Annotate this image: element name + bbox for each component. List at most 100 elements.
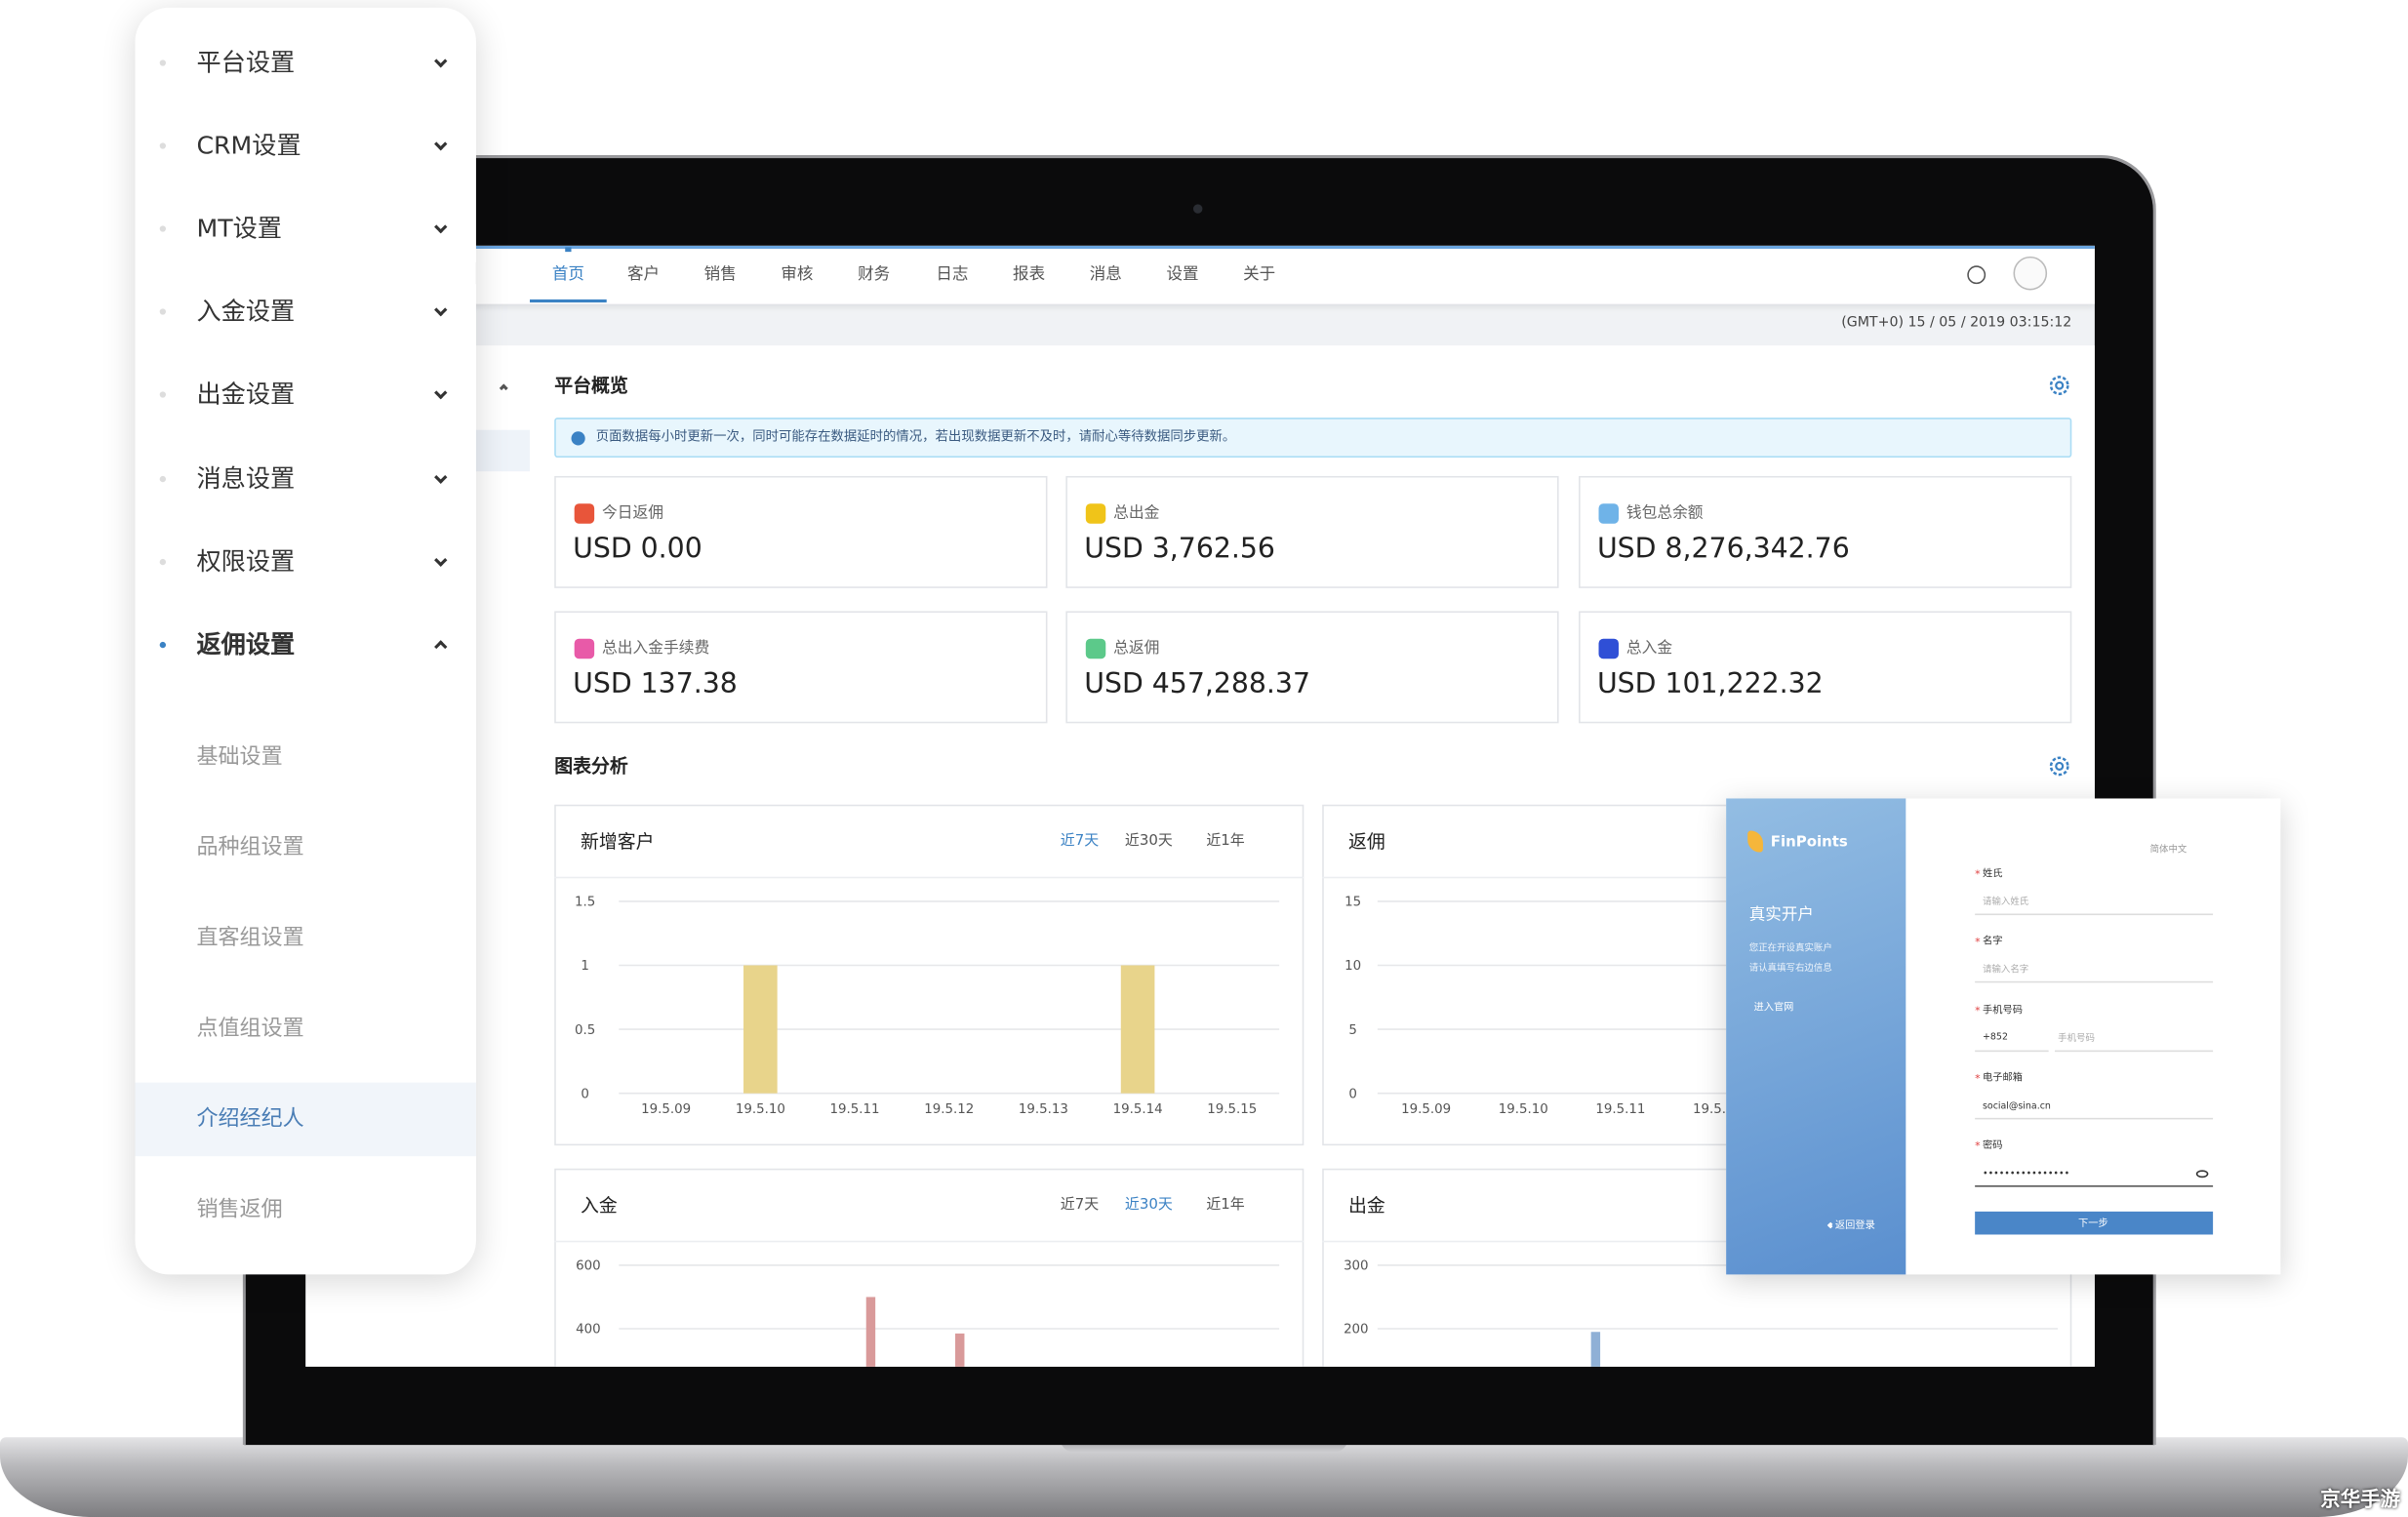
y-tick-label: 5 [1348, 1023, 1357, 1038]
y-tick-label: 15 [1344, 896, 1361, 910]
field-value[interactable]: social@sina.cn [1983, 1100, 2051, 1112]
nav-tab[interactable]: 客户 [626, 264, 661, 284]
field-value[interactable]: •••••••••••••••• [1983, 1168, 2070, 1179]
menu-item[interactable]: CRM设置 [196, 130, 301, 160]
y-tick-label: 0 [1348, 1087, 1357, 1101]
range-tab[interactable]: 近1年 [1206, 832, 1245, 850]
brand-logo [1747, 830, 1763, 853]
signup-side-panel [1726, 798, 1906, 1275]
menu-item[interactable]: 返佣设置 [196, 629, 296, 659]
chart-panel [554, 804, 1304, 1146]
submenu-active-bg [135, 1082, 476, 1157]
back-link[interactable]: 返回登录 [1834, 1218, 1875, 1231]
stat-icon [1085, 638, 1106, 659]
submit-label[interactable]: 下一步 [2077, 1217, 2108, 1230]
range-tab[interactable]: 近7天 [1060, 1196, 1100, 1214]
signup-intro: 请认真填写右边信息 [1748, 962, 1832, 974]
nav-tab[interactable]: 审核 [781, 264, 814, 284]
camera [1192, 204, 1203, 214]
password-eye[interactable] [2195, 1170, 2209, 1178]
notice-box [554, 418, 2072, 459]
y-tick-label: 600 [576, 1259, 601, 1274]
timestamp: (GMT+0) 15 / 05 / 2019 03:15:12 [1841, 315, 2072, 332]
phone-prefix[interactable]: +852 [1983, 1031, 2008, 1043]
menu-item[interactable]: 平台设置 [196, 47, 296, 77]
menu-item[interactable]: 权限设置 [196, 546, 296, 577]
submit-button[interactable] [1975, 1211, 2214, 1235]
chart-header-divider [554, 876, 1304, 879]
settings-icon[interactable] [2047, 373, 2071, 397]
stat-label: 钱包总余额 [1625, 504, 1704, 523]
field-placeholder[interactable]: 手机号码 [2058, 1033, 2095, 1045]
menu-bullet [159, 225, 166, 232]
stat-label: 总入金 [1625, 640, 1673, 658]
x-tick-label: 19.5.14 [1113, 1102, 1163, 1117]
field-placeholder[interactable]: 请输入名字 [1983, 964, 2029, 976]
field-underline [1975, 1117, 2214, 1120]
stat-icon [574, 638, 595, 659]
chart-header-divider [1322, 1240, 2072, 1243]
x-tick-label: 19.5.11 [1595, 1102, 1645, 1117]
field-placeholder[interactable]: 请输入姓氏 [1983, 897, 2029, 908]
range-tab[interactable]: 近7天 [1060, 832, 1100, 850]
chart-title: 入金 [580, 1194, 618, 1217]
stat-icon [574, 503, 595, 524]
stat-card [1065, 611, 1559, 724]
menu-item[interactable]: 消息设置 [196, 463, 296, 494]
menu-bullet [159, 391, 166, 398]
stat-label: 总返佣 [1113, 640, 1160, 658]
menu-item[interactable]: 出金设置 [196, 379, 296, 409]
settings-icon[interactable] [2047, 754, 2071, 778]
nav-tab[interactable]: 财务 [858, 264, 891, 284]
range-tab[interactable]: 近30天 [1124, 832, 1173, 850]
required-mark: * [1975, 1139, 1981, 1153]
submenu-item[interactable]: 品种组设置 [196, 835, 304, 860]
menu-item[interactable]: MT设置 [196, 213, 282, 243]
nav-tab[interactable]: 消息 [1089, 264, 1122, 284]
y-tick-label: 10 [1344, 959, 1361, 974]
nav-tab[interactable]: 报表 [1013, 264, 1046, 284]
field-underline [1975, 1185, 2214, 1187]
range-tab[interactable]: 近1年 [1206, 1196, 1245, 1214]
y-tick-label: 200 [1344, 1323, 1369, 1337]
submenu-item[interactable]: 基础设置 [196, 744, 283, 770]
menu-bullet [159, 142, 166, 149]
bar [743, 965, 778, 1094]
avatar[interactable] [2013, 256, 2048, 291]
submenu-item[interactable]: 点值组设置 [196, 1016, 304, 1042]
required-mark: * [1975, 936, 1981, 948]
nav-tab[interactable]: 设置 [1166, 264, 1199, 284]
stat-value: USD 3,762.56 [1084, 533, 1275, 566]
chart-title: 返佣 [1347, 830, 1385, 853]
nav-tab[interactable]: 日志 [936, 264, 969, 284]
bar [1590, 1332, 1601, 1367]
stat-value: USD 457,288.37 [1084, 667, 1310, 700]
nav-tab[interactable]: 销售 [703, 264, 737, 284]
required-mark: * [1975, 1072, 1981, 1086]
stat-label: 总出入金手续费 [602, 640, 710, 658]
stat-card [1579, 611, 2072, 724]
top-nav [305, 245, 2095, 304]
sync-icon[interactable] [1967, 265, 1987, 285]
submenu-item[interactable]: 销售返佣 [196, 1197, 283, 1222]
submenu-item[interactable]: 直客组设置 [196, 926, 304, 951]
signup-title: 真实开户 [1748, 905, 1814, 925]
notice-text: 页面数据每小时更新一次，同时可能存在数据延时的情况，若出现数据更新不及时，请耐心… [595, 429, 1236, 446]
bar [865, 1297, 876, 1367]
nav-tab[interactable]: 关于 [1243, 264, 1276, 284]
range-tab[interactable]: 近30天 [1124, 1196, 1173, 1214]
submenu-item[interactable]: 介绍经纪人 [196, 1106, 304, 1133]
menu-bullet [159, 475, 166, 483]
stat-icon [1598, 503, 1619, 524]
chart-header-divider [1322, 876, 2072, 879]
site-link[interactable]: 进入官网 [1753, 1000, 1794, 1014]
menu-item[interactable]: 入金设置 [196, 296, 296, 326]
chart-header-divider [554, 1240, 1304, 1243]
nav-tab[interactable]: 首页 [551, 264, 584, 284]
x-tick-label: 19.5.15 [1207, 1102, 1257, 1117]
stat-label: 今日返佣 [602, 504, 663, 523]
watermark: 京华手游 [2320, 1488, 2401, 1512]
language-select[interactable]: 简体中文 [2149, 844, 2187, 856]
menu-bullet [159, 641, 166, 649]
signup-intro: 您正在开设真实账户 [1748, 942, 1832, 954]
